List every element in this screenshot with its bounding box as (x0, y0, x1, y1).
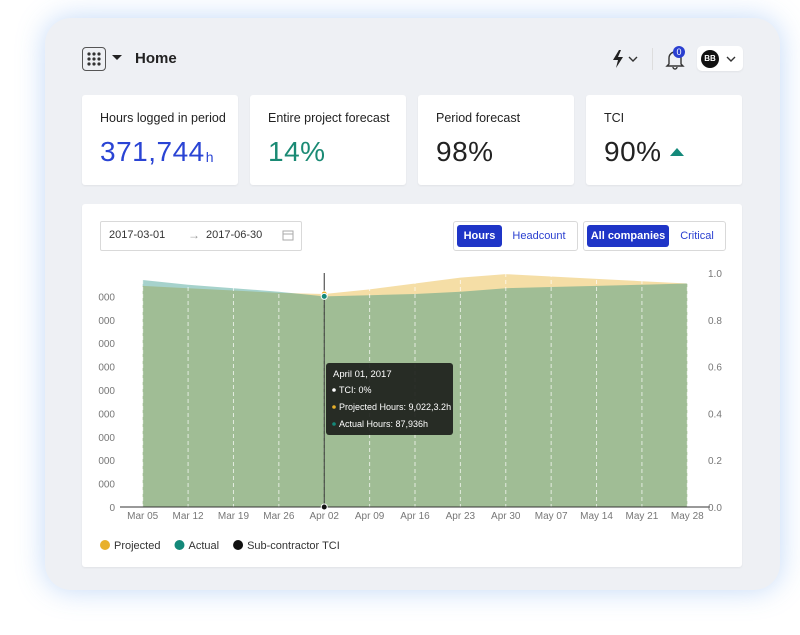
tooltip-box (326, 363, 453, 435)
y2-tick-label: 1.0 (708, 269, 722, 280)
divider (652, 48, 653, 70)
user-caret (726, 56, 736, 62)
tooltip-marker (332, 388, 336, 392)
x-tick-label: May 07 (535, 511, 568, 522)
toggle-headcount[interactable]: Headcount (512, 230, 566, 242)
date-separator: → (188, 228, 200, 242)
hover-dot (320, 503, 328, 511)
x-tick-label: Mar 12 (173, 511, 205, 522)
tooltip-marker (332, 405, 336, 409)
x-tick-label: Apr 30 (491, 511, 521, 522)
legend-label: Sub-contractor TCI (247, 540, 340, 552)
x-tick-label: May 21 (626, 511, 659, 522)
kpi-label: Period forecast (436, 111, 521, 125)
y-tick-label: 000 (98, 316, 115, 327)
calendar-icon (282, 230, 294, 241)
notification-badge: 0 (673, 46, 685, 58)
kpi-label: TCI (604, 111, 625, 125)
kpi-unit: h (205, 149, 214, 165)
menu-caret[interactable] (111, 54, 123, 62)
tooltip: April 01, 2017 TCI: 0% Projected Hours: 9,… (326, 363, 453, 435)
y-tick-label: 000 (98, 480, 115, 491)
y-tick-label: 000 (98, 433, 115, 444)
kpi-value: 371,744 (100, 136, 205, 167)
x-tick-label: Mar 26 (263, 511, 295, 522)
quick-actions[interactable] (610, 49, 642, 69)
y-tick-label: 000 (98, 363, 115, 374)
legend-label: Actual (188, 540, 219, 552)
legend-marker (174, 540, 185, 550)
toggle-hours[interactable]: Hours (457, 225, 502, 247)
y-tick-label: 0 (109, 503, 115, 514)
grid-icon (87, 52, 101, 66)
legend-marker (100, 540, 110, 550)
x-tick-label: May 14 (580, 511, 613, 522)
kpi-card (586, 95, 742, 185)
y2-tick-label: 0.8 (708, 316, 722, 327)
tooltip-title: April 01, 2017 (333, 369, 392, 380)
page-title: Home (135, 50, 177, 67)
tooltip-line: Projected Hours: 9,022,3.2h (339, 402, 451, 412)
metric-toggle (453, 221, 578, 251)
toggle-all-companies[interactable]: All companies (587, 225, 669, 247)
x-tick-label: Mar 05 (127, 511, 159, 522)
y2-tick-label: 0.2 (708, 456, 722, 467)
toggle-critical[interactable]: Critical (680, 230, 714, 242)
y-tick-label: 000 (98, 456, 115, 467)
legend-label: Projected (114, 540, 160, 552)
y-tick-label: 000 (98, 339, 115, 350)
start-date: 2017-03-01 (109, 229, 166, 241)
kpi-label: Hours logged in period (100, 111, 226, 125)
tooltip-marker (332, 422, 336, 426)
x-tick-label: Apr 09 (355, 511, 385, 522)
y-tick-label: 000 (98, 386, 115, 397)
scope-toggle (583, 221, 726, 251)
x-tick-label: Apr 23 (446, 511, 476, 522)
hover-dot (320, 292, 328, 300)
y-tick-label: 000 (98, 292, 115, 303)
trend-up-icon (669, 148, 684, 156)
y2-tick-label: 0.4 (708, 409, 722, 420)
end-date: 2017-06-30 (206, 229, 263, 241)
kpi-card (250, 95, 406, 185)
y2-tick-label: 0.6 (708, 363, 722, 374)
kpi-value: 14% (268, 136, 326, 167)
kpi-label: Entire project forecast (268, 111, 390, 125)
kpi-card (418, 95, 574, 185)
legend-marker (233, 540, 244, 550)
kpi-card (82, 95, 238, 185)
x-tick-label: Mar 19 (218, 511, 250, 522)
x-tick-label: Apr 02 (309, 511, 339, 522)
tooltip-line: TCI: 0% (339, 385, 372, 395)
x-tick-label: May 28 (671, 511, 704, 522)
date-range[interactable] (100, 221, 302, 251)
tooltip-line: Actual Hours: 87,936h (339, 419, 428, 429)
x-tick-label: Apr 16 (400, 511, 430, 522)
kpi-value: 90% (604, 136, 662, 167)
avatar: BB (701, 50, 719, 68)
y2-tick-label: 0.0 (708, 503, 722, 514)
apps-menu[interactable] (82, 47, 106, 71)
kpi-value: 98% (436, 136, 494, 167)
y-tick-label: 000 (98, 409, 115, 420)
